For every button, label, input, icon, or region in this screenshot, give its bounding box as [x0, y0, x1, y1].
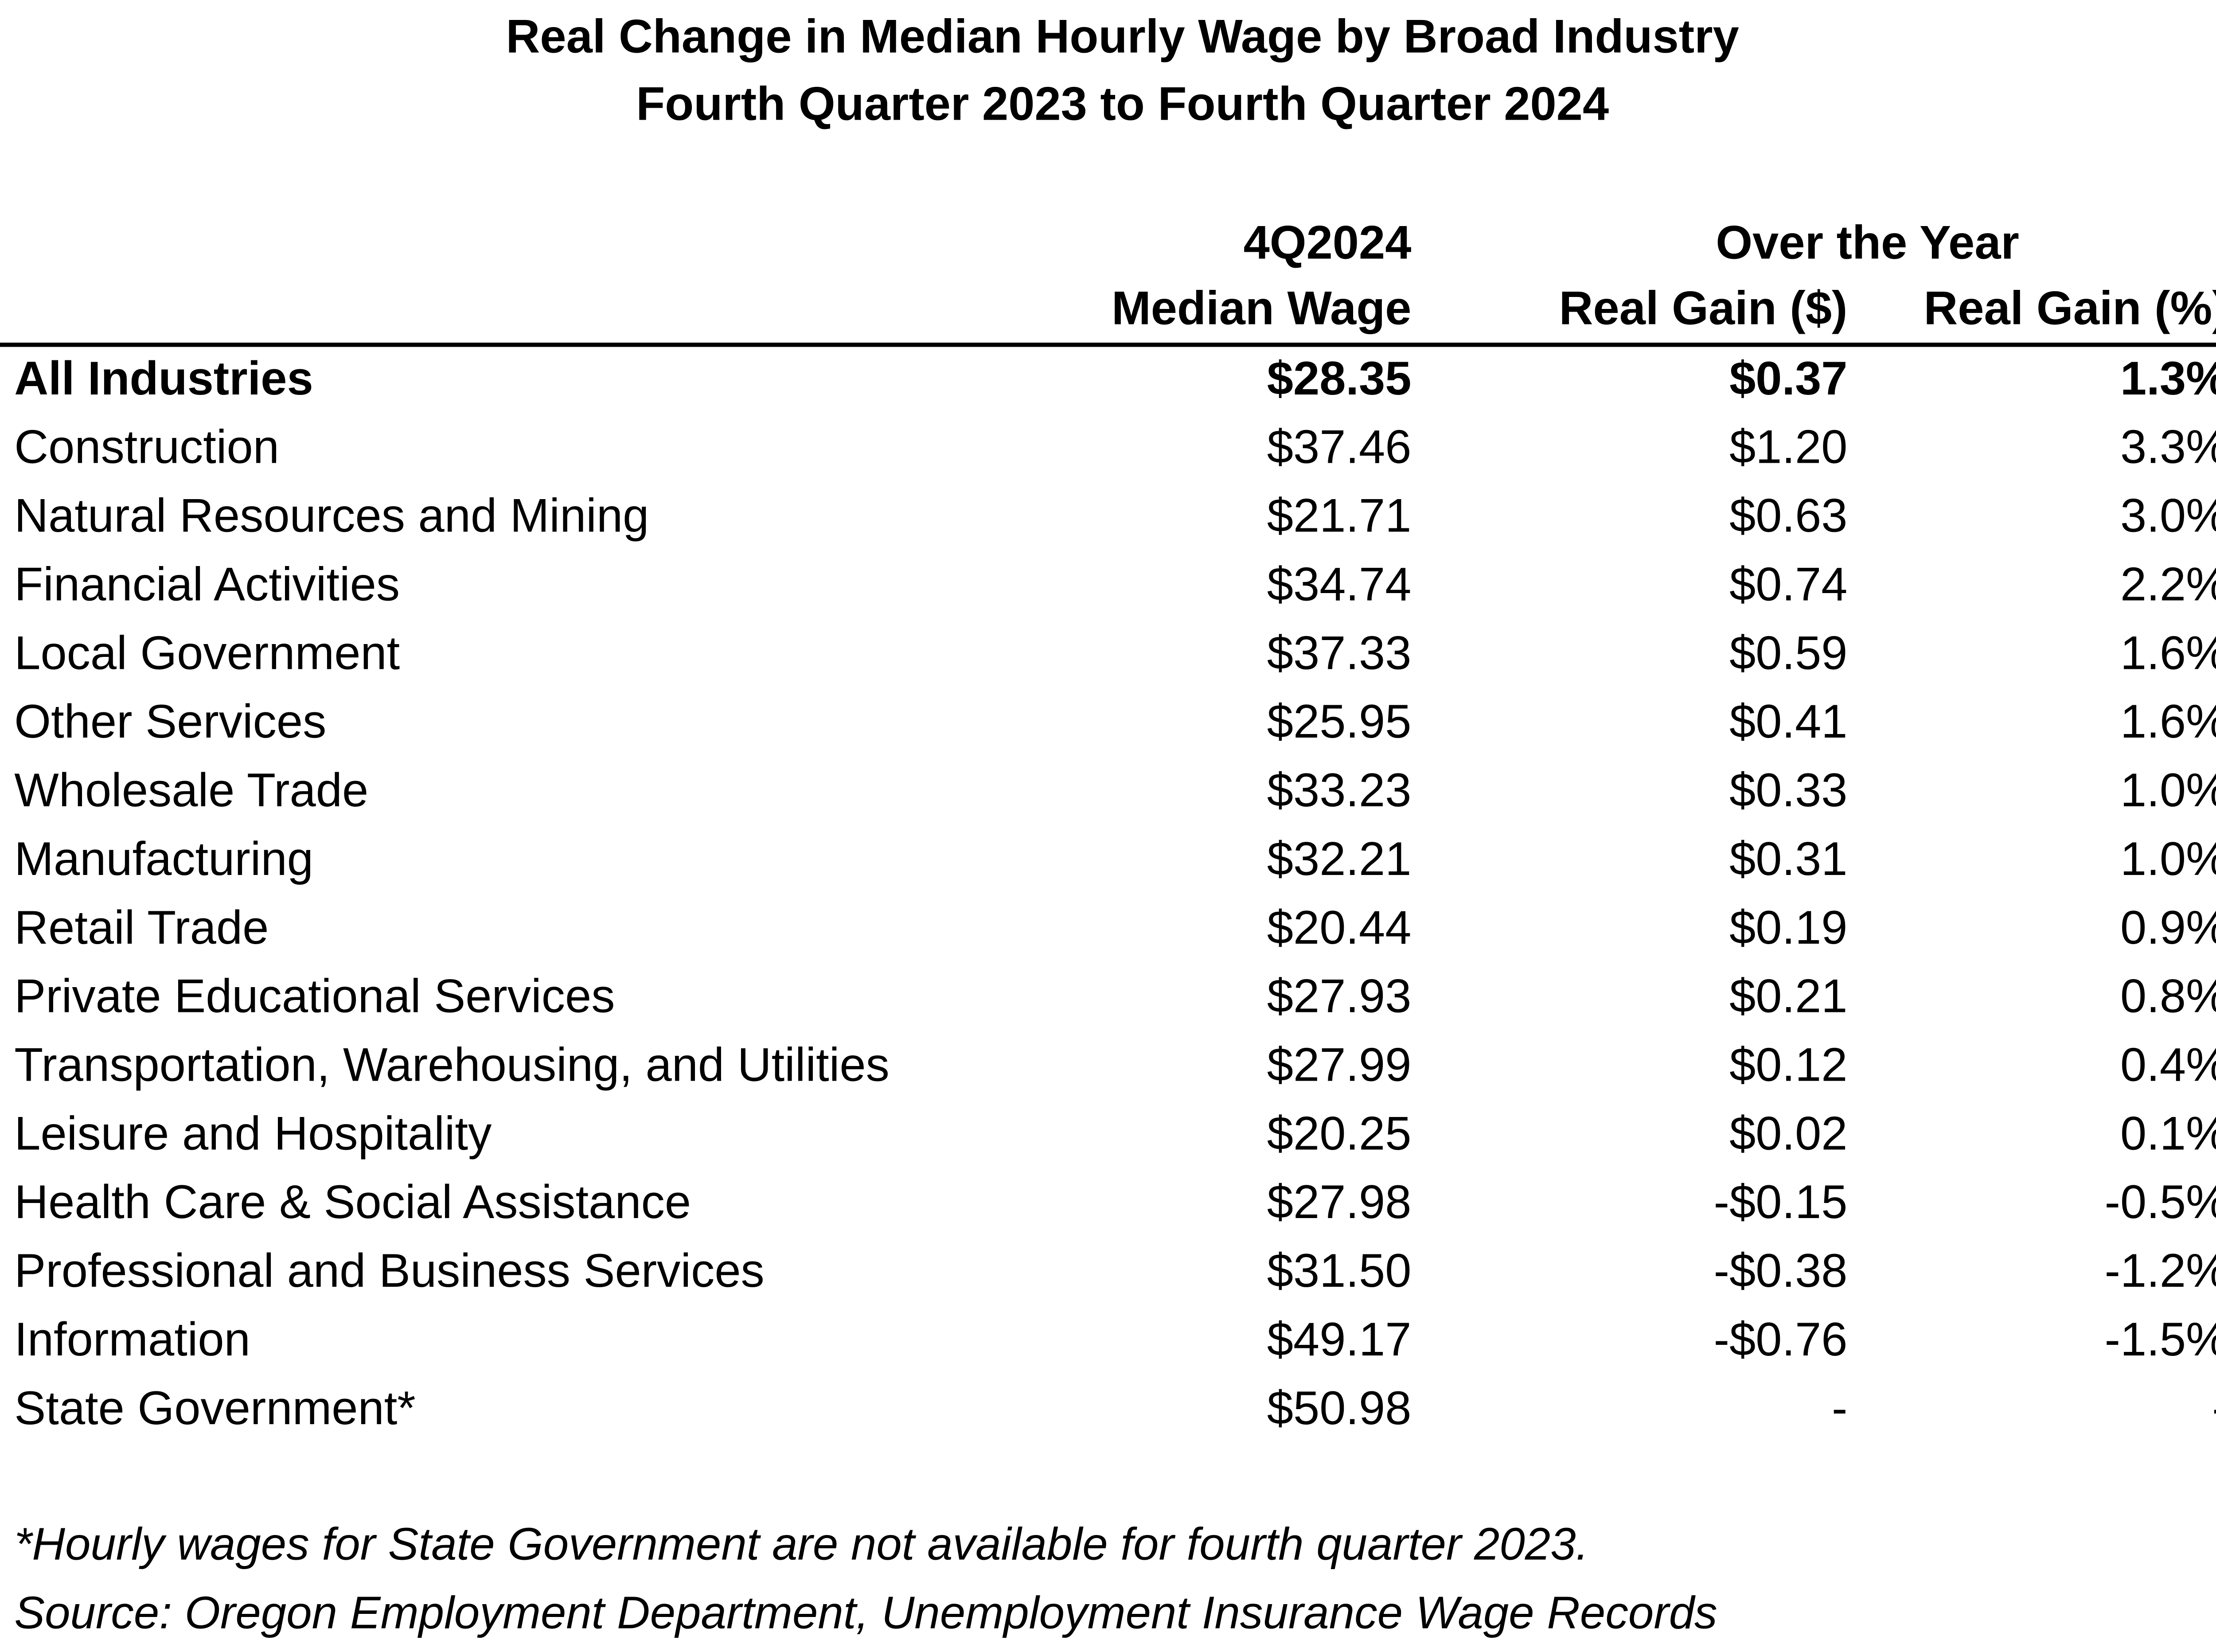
column-header: Median Wage: [1112, 282, 1411, 335]
cell: $21.71: [1267, 489, 1412, 542]
row-label: Financial Activities: [14, 558, 400, 610]
cell: 0.1%: [2120, 1107, 2216, 1160]
cell: $0.21: [1729, 970, 1847, 1023]
row-label: Transportation, Warehousing, and Utiliti…: [14, 1039, 890, 1091]
cell: 1.6%: [2120, 695, 2216, 748]
cell: -: [2212, 1382, 2216, 1434]
cell: 1.6%: [2120, 626, 2216, 679]
cell: -$0.15: [1714, 1176, 1848, 1228]
row-label: Health Care & Social Assistance: [14, 1176, 691, 1228]
group-header: Over the Year: [1716, 216, 2019, 269]
cell: $0.37: [1729, 352, 1847, 405]
row-label: Information: [14, 1313, 250, 1366]
cell: -: [1832, 1382, 1847, 1434]
cell: $1.20: [1729, 421, 1847, 473]
cell: $0.59: [1729, 626, 1847, 679]
note: *Hourly wages for State Government are n…: [14, 1518, 1588, 1569]
cell: $25.95: [1267, 695, 1412, 748]
cell: 3.3%: [2120, 421, 2216, 473]
column-header: Real Gain (%): [1923, 282, 2216, 335]
cell: 1.0%: [2120, 764, 2216, 816]
row-label: Manufacturing: [14, 832, 313, 885]
row-label: Local Government: [14, 626, 400, 679]
row-label: Construction: [14, 421, 279, 473]
cell: 0.9%: [2120, 901, 2216, 954]
cell: $49.17: [1267, 1313, 1412, 1366]
cell: -1.2%: [2105, 1244, 2216, 1297]
cell: -$0.38: [1714, 1244, 1848, 1297]
cell: $50.98: [1267, 1382, 1412, 1434]
cell: $0.19: [1729, 901, 1847, 954]
row-label: Wholesale Trade: [14, 764, 368, 816]
row-label: All Industries: [14, 352, 313, 405]
cell: $0.63: [1729, 489, 1847, 542]
cell: 0.4%: [2120, 1039, 2216, 1091]
cell: $37.46: [1267, 421, 1412, 473]
cell: 1.3%: [2120, 352, 2216, 405]
cell: -1.5%: [2105, 1313, 2216, 1366]
row-label: Leisure and Hospitality: [14, 1107, 492, 1160]
cell: 2.2%: [2120, 558, 2216, 610]
row-label: Professional and Business Services: [14, 1244, 765, 1297]
cell: $0.33: [1729, 764, 1847, 816]
cell: $20.25: [1267, 1107, 1412, 1160]
group-header: 4Q2024: [1244, 216, 1412, 269]
cell: 1.0%: [2120, 832, 2216, 885]
cell: $0.31: [1729, 832, 1847, 885]
cell: $32.21: [1267, 832, 1412, 885]
row-label: Other Services: [14, 695, 326, 748]
cell: -$0.76: [1714, 1313, 1848, 1366]
row-label: State Government*: [14, 1382, 415, 1434]
cell: $0.02: [1729, 1107, 1847, 1160]
cell: $0.41: [1729, 695, 1847, 748]
cell: $28.35: [1267, 352, 1412, 405]
cell: -0.5%: [2105, 1176, 2216, 1228]
row-label: Natural Resources and Mining: [14, 489, 649, 542]
cell: $20.44: [1267, 901, 1412, 954]
title: Real Change in Median Hourly Wage by Bro…: [506, 10, 1739, 63]
title: Fourth Quarter 2023 to Fourth Quarter 20…: [636, 77, 1609, 130]
note: Source: Oregon Employment Department, Un…: [14, 1587, 1717, 1638]
cell: $0.12: [1729, 1039, 1847, 1091]
cell: $27.98: [1267, 1176, 1412, 1228]
cell: $34.74: [1267, 558, 1412, 610]
cell: $27.99: [1267, 1039, 1412, 1091]
row-label: Retail Trade: [14, 901, 269, 954]
cell: $31.50: [1267, 1244, 1412, 1297]
cell: $27.93: [1267, 970, 1412, 1023]
column-header: Real Gain ($): [1559, 282, 1848, 335]
cell: $0.74: [1729, 558, 1847, 610]
cell: $33.23: [1267, 764, 1412, 816]
row-label: Private Educational Services: [14, 970, 615, 1023]
cell: 0.8%: [2120, 970, 2216, 1023]
cell: 3.0%: [2120, 489, 2216, 542]
cell: $37.33: [1267, 626, 1412, 679]
